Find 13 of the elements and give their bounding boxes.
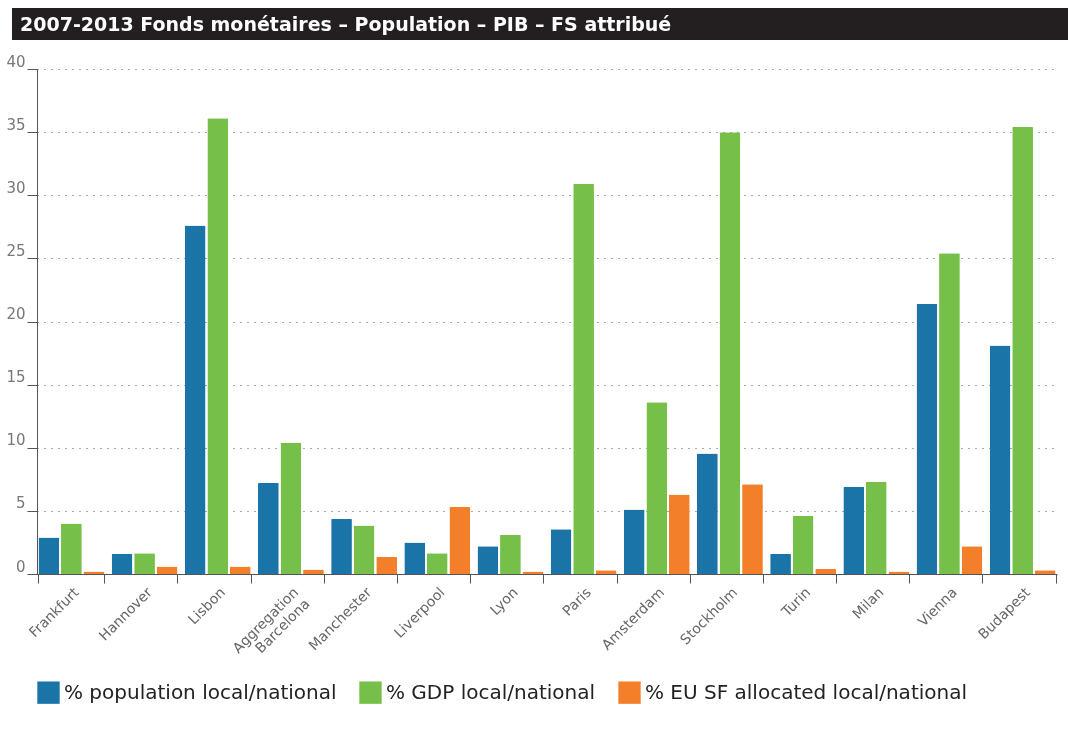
y-tick-label: 10 bbox=[6, 431, 26, 450]
y-tick-label: 20 bbox=[6, 305, 26, 323]
legend-label: % population local/national bbox=[64, 679, 337, 704]
y-tick-label: 25 bbox=[6, 241, 26, 260]
y-tick-label: 5 bbox=[15, 494, 26, 513]
chart-title: 2007-2013 Fonds monétaires – Population – PIB – FS attribué bbox=[12, 8, 1068, 40]
y-tick-label: 40 bbox=[6, 52, 26, 71]
y-tick-label: 0 bbox=[15, 557, 26, 576]
legend-label: % EU SF allocated local/national bbox=[645, 679, 968, 704]
y-tick-label: 15 bbox=[6, 368, 26, 387]
y-tick-label: 30 bbox=[6, 178, 26, 197]
legend-label: % GDP local/national bbox=[386, 679, 596, 704]
y-tick-label: 35 bbox=[6, 115, 26, 134]
